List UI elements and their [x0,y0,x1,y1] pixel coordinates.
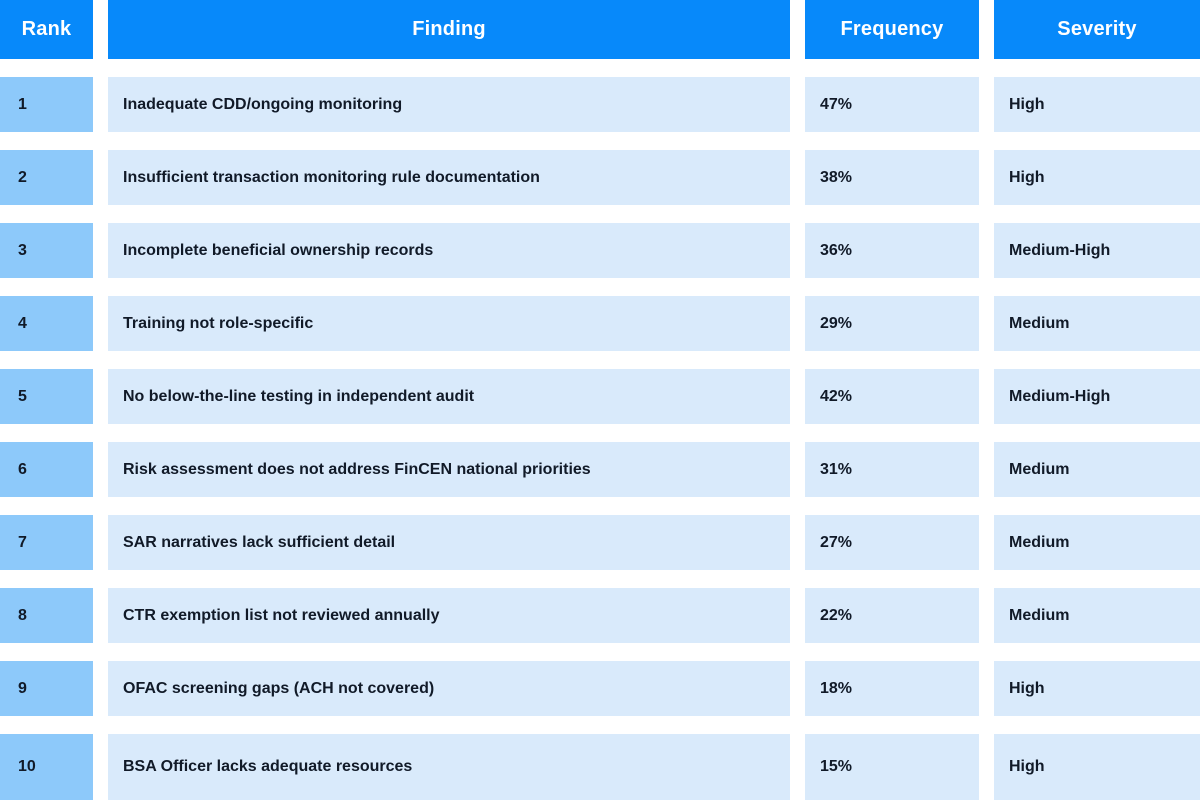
rank-cell: 4 [0,296,93,351]
severity-cell: Medium-High [994,223,1200,278]
frequency-cell: 18% [805,661,979,716]
frequency-cell: 29% [805,296,979,351]
severity-cell: High [994,734,1200,800]
frequency-cell: 36% [805,223,979,278]
finding-cell: Risk assessment does not address FinCEN … [108,442,790,497]
header-cell-finding: Finding [108,0,790,59]
frequency-cell: 15% [805,734,979,800]
severity-cell: Medium-High [994,369,1200,424]
severity-cell: High [994,150,1200,205]
rank-cell: 10 [0,734,93,800]
severity-cell: Medium [994,296,1200,351]
finding-cell: Insufficient transaction monitoring rule… [108,150,790,205]
frequency-cell: 27% [805,515,979,570]
rank-cell: 2 [0,150,93,205]
frequency-cell: 38% [805,150,979,205]
frequency-cell: 31% [805,442,979,497]
header-cell-rank: Rank [0,0,93,59]
finding-cell: SAR narratives lack sufficient detail [108,515,790,570]
frequency-cell: 47% [805,77,979,132]
rank-cell: 7 [0,515,93,570]
header-cell-frequency: Frequency [805,0,979,59]
severity-cell: High [994,661,1200,716]
severity-cell: Medium [994,588,1200,643]
frequency-cell: 42% [805,369,979,424]
rank-cell: 1 [0,77,93,132]
frequency-cell: 22% [805,588,979,643]
finding-cell: No below-the-line testing in independent… [108,369,790,424]
finding-cell: CTR exemption list not reviewed annually [108,588,790,643]
rank-cell: 3 [0,223,93,278]
rank-cell: 8 [0,588,93,643]
rank-cell: 9 [0,661,93,716]
severity-cell: Medium [994,442,1200,497]
finding-cell: Training not role-specific [108,296,790,351]
rank-cell: 5 [0,369,93,424]
severity-cell: Medium [994,515,1200,570]
severity-cell: High [994,77,1200,132]
rank-cell: 6 [0,442,93,497]
header-cell-severity: Severity [994,0,1200,59]
finding-cell: Incomplete beneficial ownership records [108,223,790,278]
finding-cell: Inadequate CDD/ongoing monitoring [108,77,790,132]
finding-cell: BSA Officer lacks adequate resources [108,734,790,800]
finding-cell: OFAC screening gaps (ACH not covered) [108,661,790,716]
